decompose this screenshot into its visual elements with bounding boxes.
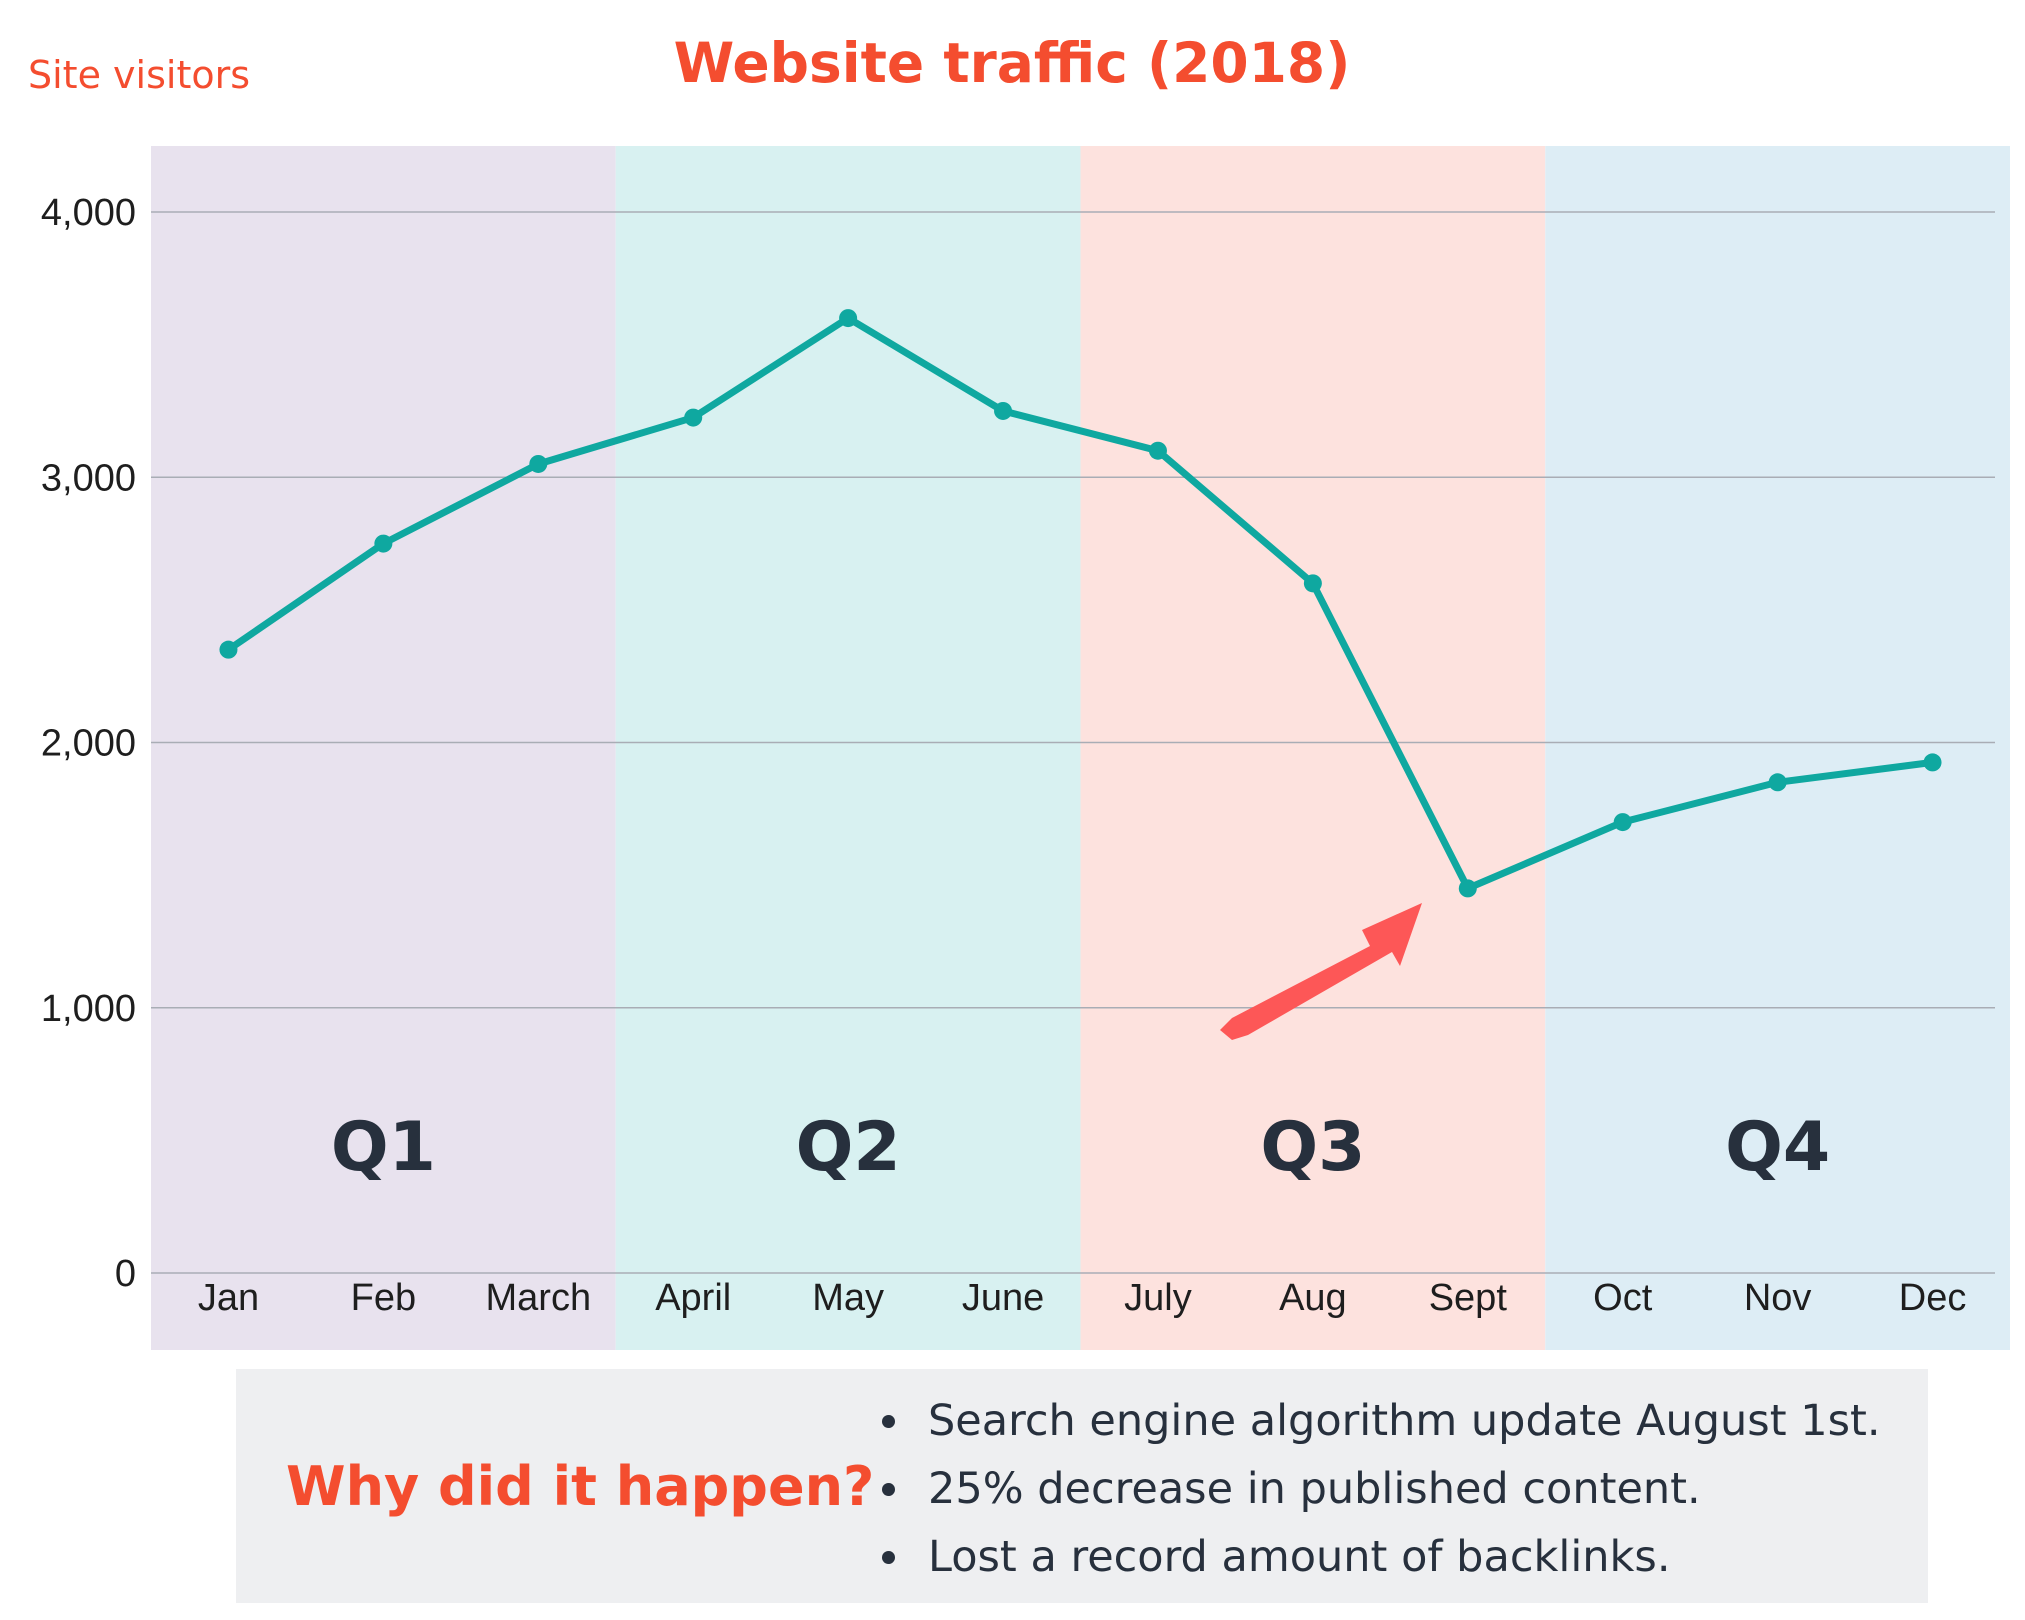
data-point-oct [1613, 813, 1632, 832]
y-axis-label: Site visitors [28, 53, 250, 97]
x-axis-ticks: Jan Feb March April May June July Aug Sept Oct Nov… [198, 1277, 1967, 1319]
x-tick-label: Oct [1593, 1277, 1653, 1319]
data-point-june [994, 401, 1013, 420]
x-tick-label: Feb [351, 1277, 416, 1319]
quarter-labels: Q1 Q2 Q3 Q4 [331, 1108, 1830, 1187]
y-tick-label: 3,000 [41, 457, 136, 499]
data-point-aug [1303, 574, 1322, 593]
y-tick-label: 4,000 [41, 192, 136, 234]
explanation-panel: Why did it happen? Search engine algorit… [236, 1369, 1928, 1603]
quarter-band-q4 [1545, 146, 2010, 1350]
data-point-may [839, 309, 858, 328]
quarter-label-q4: Q4 [1725, 1108, 1830, 1187]
explanation-heading: Why did it happen? [286, 1454, 875, 1518]
data-point-sept [1458, 879, 1477, 898]
annotation-arrow [1220, 903, 1422, 1040]
quarter-band-q3 [1080, 146, 1546, 1350]
x-tick-label: Sept [1429, 1277, 1508, 1319]
y-tick-label: 1,000 [41, 988, 136, 1030]
x-tick-label: June [962, 1277, 1044, 1319]
data-point-april [684, 408, 703, 427]
explanation-item: Lost a record amount of backlinks. [876, 1523, 1881, 1591]
annotation-arrow-group [1220, 903, 1422, 1040]
grid-lines [151, 211, 1995, 1274]
data-point-july [1148, 441, 1167, 460]
x-tick-label: Nov [1744, 1277, 1812, 1319]
x-tick-label: Aug [1279, 1277, 1347, 1319]
data-point-march [529, 454, 548, 473]
explanation-item: Search engine algorithm update August 1s… [876, 1387, 1881, 1455]
chart-title: Website traffic (2018) [674, 31, 1351, 95]
explanation-item: 25% decrease in published content. [876, 1455, 1881, 1523]
quarter-label-q3: Q3 [1260, 1108, 1365, 1187]
quarter-label-q1: Q1 [331, 1108, 436, 1187]
data-point-feb [374, 534, 393, 553]
x-tick-label: Dec [1899, 1277, 1967, 1319]
x-tick-label: March [486, 1277, 592, 1319]
y-tick-label: 0 [115, 1253, 136, 1295]
series-line [224, 314, 1937, 892]
x-tick-label: May [812, 1277, 884, 1319]
quarter-band-q2 [615, 146, 1081, 1350]
quarter-bands [151, 146, 2010, 1350]
data-point-dec [1923, 753, 1942, 772]
x-tick-label: Jan [198, 1277, 259, 1319]
explanation-list: Search engine algorithm update August 1s… [876, 1387, 1881, 1591]
data-point-jan [219, 640, 238, 659]
series-line-group [219, 309, 1942, 898]
quarter-band-q1 [151, 146, 616, 1350]
quarter-label-q2: Q2 [796, 1108, 901, 1187]
data-point-nov [1768, 773, 1787, 792]
y-tick-label: 2,000 [41, 723, 136, 765]
y-axis-ticks: 0 1,000 2,000 3,000 4,000 [41, 192, 136, 1295]
x-tick-label: April [655, 1277, 731, 1319]
x-tick-label: July [1124, 1277, 1192, 1319]
